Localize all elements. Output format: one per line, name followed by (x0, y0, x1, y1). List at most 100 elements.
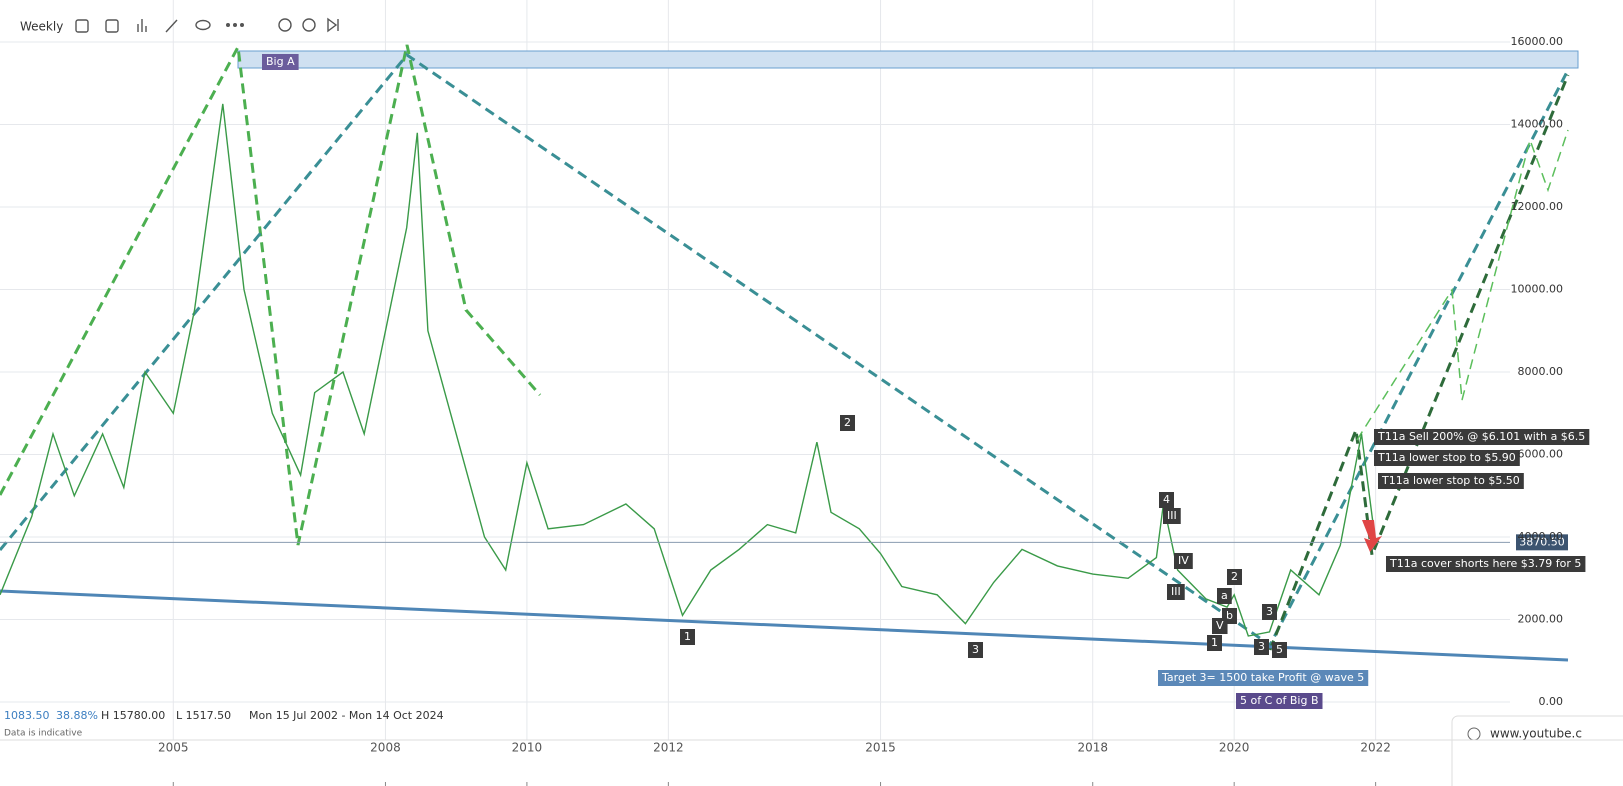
annotation: Target 3= 1500 take Profit @ wave 5 (1158, 670, 1369, 686)
annotation: 3 (1262, 604, 1277, 620)
annotation-box (1374, 450, 1520, 466)
annotation-text: 1 (684, 630, 691, 643)
annotation-text: b (1226, 609, 1233, 622)
annotation-box (1212, 618, 1228, 634)
x-tick-label: 2015 (865, 741, 896, 755)
annotation-text: 5 (1276, 643, 1283, 656)
annotation-text: T11a lower stop to $5.50 (1381, 474, 1520, 487)
icon[interactable] (278, 18, 292, 32)
y-tick-label: 10000.00 (1511, 283, 1564, 296)
low: L 1517.50 (176, 709, 231, 722)
last-price-box (1516, 534, 1568, 551)
annotation-text: 3 (972, 643, 979, 656)
annotation-box (1378, 473, 1524, 489)
y-tick-label: 8000.00 (1518, 365, 1564, 378)
annotation: III (1167, 584, 1185, 600)
overlay-source[interactable]: www.youtube.c (1490, 727, 1582, 741)
annotation: 5 (1272, 642, 1287, 658)
annotation-text: III (1167, 509, 1177, 522)
annotation: Big A (262, 54, 299, 70)
annotation-text: Big A (266, 55, 295, 68)
annotation-box (1236, 693, 1323, 709)
annotation-box (262, 54, 299, 70)
annotation-text: III (1171, 585, 1181, 598)
annotation-box (1272, 642, 1287, 658)
change: 1083.50 (4, 709, 50, 722)
annotation: 3 (968, 642, 983, 658)
overlay-card (1451, 715, 1623, 786)
annotation-text: V (1216, 619, 1224, 632)
annotation: T11a lower stop to $5.90 (1374, 450, 1520, 466)
icon[interactable] (75, 19, 89, 33)
annotation-text: T11a Sell 200% @ $6.101 with a $6.5 (1377, 430, 1585, 443)
annotation: III (1163, 508, 1181, 524)
y-tick-label: 12000.00 (1511, 200, 1564, 213)
y-tick-label: 16000.00 (1511, 35, 1564, 48)
icon[interactable] (195, 19, 211, 31)
annotation-box (1167, 584, 1185, 600)
annotation-box (1217, 588, 1232, 604)
icon[interactable] (327, 17, 339, 33)
annotation: a (1217, 588, 1232, 604)
annotation-box (1386, 556, 1586, 572)
x-tick-label: 2012 (653, 741, 684, 755)
arrow (1362, 520, 1382, 552)
annotation-box (1158, 670, 1369, 686)
annotation: 4 (1159, 492, 1174, 508)
annotation-text: 1 (1211, 636, 1218, 649)
y-tick-label: 2000.00 (1518, 613, 1564, 626)
x-tick-label: 2022 (1360, 741, 1391, 755)
x-tick-label: 2005 (158, 741, 189, 755)
toolbar-icons (75, 17, 339, 33)
annotation-box (840, 415, 855, 431)
annotation-box (680, 629, 695, 645)
annotation: 3 (1254, 639, 1269, 655)
y-tick-label: 14000.00 (1511, 118, 1564, 131)
annotation-box (1254, 639, 1269, 655)
annotation: 5 of C of Big B (1236, 693, 1323, 709)
change-pct: 38.88% (56, 709, 98, 722)
annotation-text: a (1221, 589, 1228, 602)
y-tick-label: 6000.00 (1518, 448, 1564, 461)
annotation-text: T11a cover shorts here $3.79 for 5 (1389, 557, 1581, 570)
annotation-box (968, 642, 983, 658)
trend-lines (0, 42, 1570, 651)
interval[interactable]: Weekly (20, 20, 63, 34)
x-tick-label: 2018 (1077, 741, 1108, 755)
icon[interactable] (165, 19, 178, 33)
last-price-label: 3870.50 (1519, 535, 1565, 548)
annotation-box (1374, 429, 1590, 445)
support-line (0, 589, 1569, 662)
annotation-text: 2 (1231, 570, 1238, 583)
annotation: IV (1174, 553, 1193, 569)
icon[interactable] (137, 19, 147, 32)
y-tick-label: 4000.00 (1518, 530, 1564, 543)
annotation: 2 (840, 415, 855, 431)
x-tick-label: 2008 (370, 741, 401, 755)
annotation: 1 (680, 629, 695, 645)
annotation: 2 (1227, 569, 1242, 585)
annotation: V (1212, 618, 1228, 634)
annotation-text: IV (1178, 554, 1189, 567)
icon[interactable] (302, 18, 316, 32)
annotation-box (1227, 569, 1242, 585)
annotation-text: 2 (844, 416, 851, 429)
range: Mon 15 Jul 2002 - Mon 14 Oct 2024 (249, 709, 444, 722)
annotation-box (1207, 635, 1222, 651)
annotation-text: 3 (1266, 605, 1273, 618)
annotation-box (1163, 508, 1181, 524)
annotation-box (1174, 553, 1193, 569)
annotation-text: 5 of C of Big B (1240, 694, 1319, 707)
more-icon[interactable] (226, 23, 244, 27)
zone-big-a (237, 50, 1579, 69)
annotation: T11a Sell 200% @ $6.101 with a $6.5 (1374, 429, 1590, 445)
annotation-text: 4 (1163, 493, 1170, 506)
annotation: T11a lower stop to $5.50 (1378, 473, 1524, 489)
high: H 15780.00 (101, 709, 165, 722)
icon[interactable] (105, 19, 119, 33)
grid (0, 0, 1510, 740)
annotation-text: 3 (1258, 640, 1265, 653)
price-line (0, 103, 1377, 637)
